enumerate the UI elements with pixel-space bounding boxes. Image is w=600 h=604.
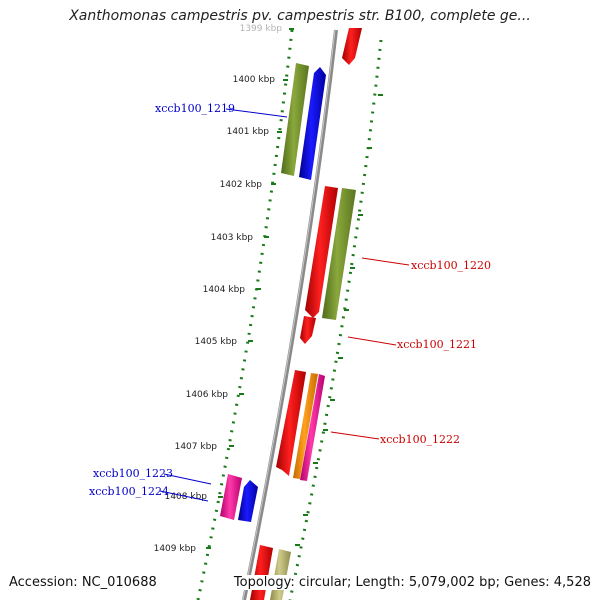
gene-label-1224[interactable]: xccb100_1224	[89, 485, 169, 498]
gene-1222-pink[interactable]	[300, 374, 325, 481]
gene-label-1223[interactable]: xccb100_1223	[93, 467, 173, 480]
tick-label: 1400 kbp	[233, 75, 276, 85]
tick-marks	[206, 28, 294, 549]
gene-label-1219[interactable]: xccb100_1219	[155, 102, 235, 115]
gene-label-1221[interactable]: xccb100_1221	[397, 338, 477, 351]
tick-label: 1402 kbp	[220, 180, 263, 190]
gc-track-left	[196, 29, 294, 601]
tick-label: 1404 kbp	[203, 285, 246, 295]
gene-top-red[interactable]	[342, 28, 362, 65]
gene-1224-blue[interactable]	[238, 480, 258, 522]
tick-label: 1409 kbp	[154, 544, 197, 554]
genome-summary: Topology: circular; Length: 5,079,002 bp…	[229, 575, 591, 590]
gene-1220-olive[interactable]	[322, 188, 356, 320]
gene-1223-pink[interactable]	[220, 474, 242, 520]
tick-label: 1399 kbp	[240, 24, 283, 34]
gene-1220-red[interactable]	[305, 186, 338, 318]
gene-label-1222[interactable]: xccb100_1222	[380, 433, 460, 446]
tick-label: 1406 kbp	[186, 390, 229, 400]
tick-label: 1403 kbp	[211, 233, 254, 243]
gene-1222-orange[interactable]	[293, 373, 318, 479]
map-title: Xanthomonas campestris pv. campestris st…	[69, 8, 531, 24]
gene-1219-feature[interactable]	[299, 67, 326, 180]
accession-label: Accession: NC_010688	[9, 575, 157, 590]
tick-label: 1405 kbp	[195, 337, 238, 347]
tick-labels: 1399 kbp 1400 kbp 1401 kbp 1402 kbp 1403…	[154, 24, 283, 554]
gene-label-1220[interactable]: xccb100_1220	[411, 259, 491, 272]
tick-label: 1408 kbp	[165, 492, 208, 502]
gene-labels: xccb100_1219 xccb100_1220 xccb100_1221 x…	[89, 102, 491, 498]
tick-label: 1401 kbp	[227, 127, 270, 137]
tick-label: 1407 kbp	[175, 442, 218, 452]
genome-backbone	[242, 29, 338, 601]
gene-1221-red[interactable]	[300, 316, 316, 344]
gc-track-right-dashes	[295, 94, 383, 546]
gene-1222-red[interactable]	[276, 370, 306, 476]
gene-1219-olive[interactable]	[281, 63, 309, 176]
gene-leader-lines	[159, 108, 410, 502]
genome-backbone-highlight	[242, 29, 336, 601]
